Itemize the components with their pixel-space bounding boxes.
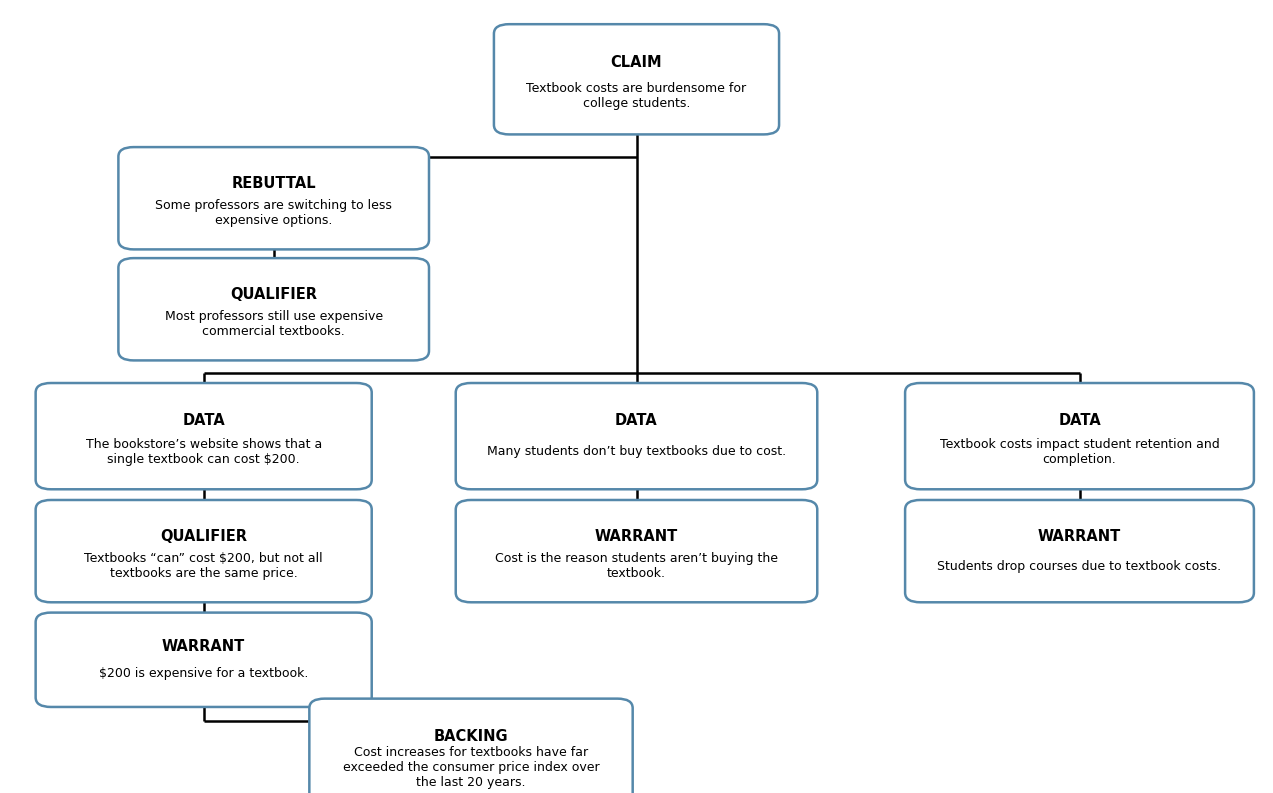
Text: QUALIFIER: QUALIFIER xyxy=(160,529,247,544)
Text: Cost increases for textbooks have far
exceeded the consumer price index over
the: Cost increases for textbooks have far ex… xyxy=(342,746,600,789)
Text: Textbook costs are burdensome for
college students.: Textbook costs are burdensome for colleg… xyxy=(527,82,746,109)
Text: WARRANT: WARRANT xyxy=(1037,529,1122,544)
Text: WARRANT: WARRANT xyxy=(162,638,246,653)
FancyBboxPatch shape xyxy=(905,383,1254,489)
Text: $200 is expensive for a textbook.: $200 is expensive for a textbook. xyxy=(99,667,308,680)
Text: Textbooks “can” cost $200, but not all
textbooks are the same price.: Textbooks “can” cost $200, but not all t… xyxy=(84,552,323,580)
FancyBboxPatch shape xyxy=(118,147,429,249)
FancyBboxPatch shape xyxy=(456,383,817,489)
Text: Many students don’t buy textbooks due to cost.: Many students don’t buy textbooks due to… xyxy=(488,446,785,458)
Text: Cost is the reason students aren’t buying the
textbook.: Cost is the reason students aren’t buyin… xyxy=(495,552,778,580)
Text: DATA: DATA xyxy=(615,413,658,428)
Text: Most professors still use expensive
commercial textbooks.: Most professors still use expensive comm… xyxy=(164,310,383,339)
Text: WARRANT: WARRANT xyxy=(594,529,679,544)
Text: Textbook costs impact student retention and
completion.: Textbook costs impact student retention … xyxy=(939,438,1220,465)
Text: BACKING: BACKING xyxy=(434,729,508,744)
FancyBboxPatch shape xyxy=(309,699,633,793)
Text: DATA: DATA xyxy=(182,413,225,428)
Text: The bookstore’s website shows that a
single textbook can cost $200.: The bookstore’s website shows that a sin… xyxy=(85,438,322,465)
Text: QUALIFIER: QUALIFIER xyxy=(230,287,317,302)
FancyBboxPatch shape xyxy=(905,500,1254,603)
FancyBboxPatch shape xyxy=(118,259,429,360)
FancyBboxPatch shape xyxy=(36,383,372,489)
FancyBboxPatch shape xyxy=(456,500,817,603)
FancyBboxPatch shape xyxy=(36,612,372,707)
Text: Students drop courses due to textbook costs.: Students drop courses due to textbook co… xyxy=(937,560,1222,573)
FancyBboxPatch shape xyxy=(494,25,779,134)
Text: DATA: DATA xyxy=(1058,413,1101,428)
Text: CLAIM: CLAIM xyxy=(611,56,662,71)
FancyBboxPatch shape xyxy=(36,500,372,603)
Text: REBUTTAL: REBUTTAL xyxy=(232,176,316,191)
Text: Some professors are switching to less
expensive options.: Some professors are switching to less ex… xyxy=(155,199,392,228)
